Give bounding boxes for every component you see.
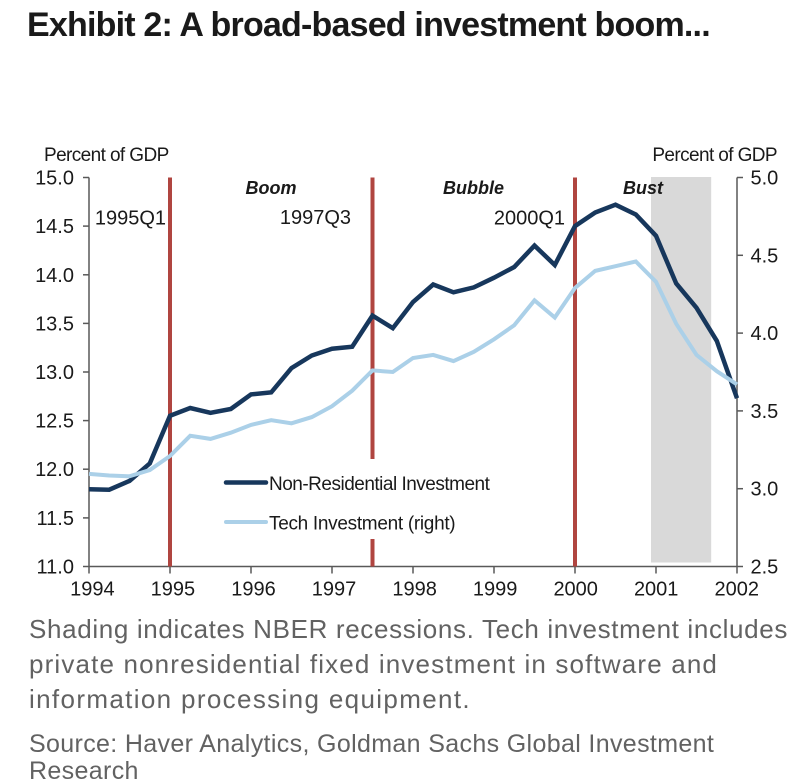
svg-text:1996: 1996 <box>231 579 276 601</box>
svg-text:11.5: 11.5 <box>37 508 74 530</box>
svg-text:1995Q1: 1995Q1 <box>95 208 166 230</box>
svg-text:2002: 2002 <box>715 579 760 601</box>
svg-text:Bubble: Bubble <box>443 178 504 198</box>
svg-text:Percent of GDP: Percent of GDP <box>652 145 777 166</box>
svg-text:Bust: Bust <box>623 178 664 198</box>
svg-text:1997: 1997 <box>312 579 357 601</box>
svg-text:Percent of GDP: Percent of GDP <box>44 145 169 166</box>
svg-text:5.0: 5.0 <box>751 168 779 190</box>
svg-text:12.5: 12.5 <box>35 411 74 433</box>
svg-text:1994: 1994 <box>70 579 115 601</box>
svg-text:11.0: 11.0 <box>37 557 74 579</box>
svg-text:15.0: 15.0 <box>35 168 74 190</box>
svg-text:14.5: 14.5 <box>35 216 74 238</box>
svg-text:3.5: 3.5 <box>751 401 779 423</box>
svg-text:Non-Residential Investment: Non-Residential Investment <box>269 474 491 495</box>
svg-text:13.0: 13.0 <box>35 362 74 384</box>
svg-text:2000: 2000 <box>553 579 598 601</box>
svg-text:12.0: 12.0 <box>35 459 74 481</box>
svg-text:4.0: 4.0 <box>751 323 779 345</box>
svg-text:Boom: Boom <box>246 178 297 198</box>
svg-text:3.0: 3.0 <box>751 479 779 501</box>
svg-text:1995: 1995 <box>151 579 196 601</box>
svg-text:2.5: 2.5 <box>751 557 779 579</box>
svg-text:4.5: 4.5 <box>751 245 779 267</box>
svg-text:2001: 2001 <box>634 579 679 601</box>
svg-text:Tech Investment (right): Tech Investment (right) <box>269 514 455 535</box>
svg-text:14.0: 14.0 <box>35 265 74 287</box>
svg-text:2000Q1: 2000Q1 <box>494 208 565 230</box>
svg-text:1997Q3: 1997Q3 <box>280 207 351 229</box>
svg-text:13.5: 13.5 <box>35 313 74 335</box>
svg-text:1998: 1998 <box>392 579 437 601</box>
svg-text:1999: 1999 <box>473 579 518 601</box>
